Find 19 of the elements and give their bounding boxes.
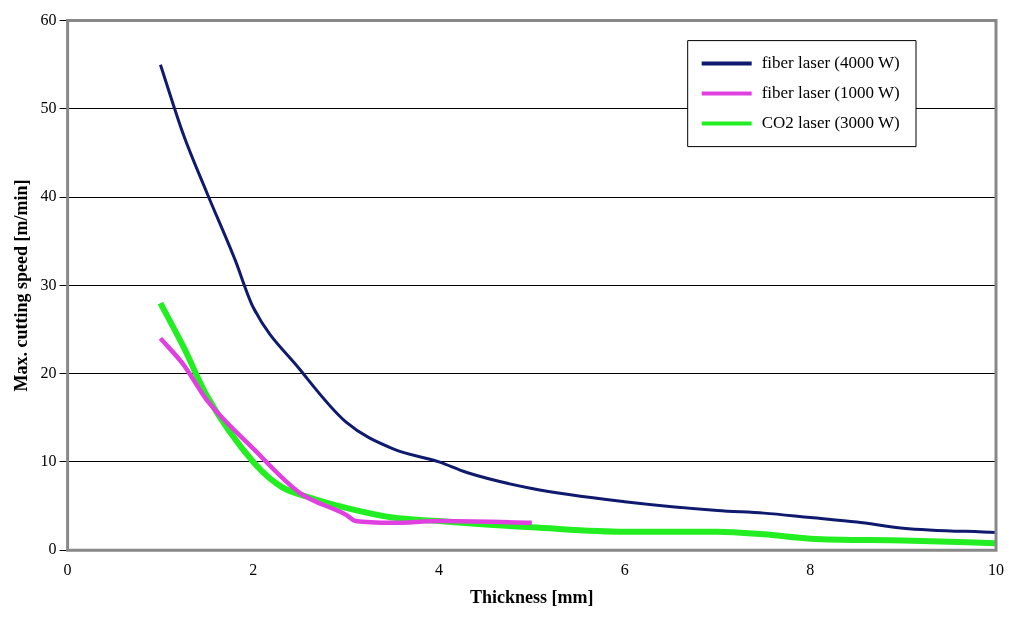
y-tick-label: 40 (40, 187, 57, 205)
x-tick-label: 10 (988, 561, 1004, 578)
legend-label: fiber laser (1000 W) (761, 83, 900, 103)
y-tick-label: 10 (40, 452, 57, 470)
x-tick-label: 0 (63, 561, 72, 578)
y-tick-label: 30 (40, 275, 57, 293)
y-tick-label: 0 (48, 540, 57, 558)
y-tick-label: 60 (40, 10, 57, 28)
x-tick-label: 6 (620, 561, 629, 578)
line-series (158, 336, 535, 526)
x-tick-label: 8 (806, 561, 815, 578)
x-tick-label: 2 (249, 561, 258, 578)
x-tick-label: 4 (434, 561, 443, 578)
y-tick-label: 20 (40, 363, 57, 381)
legend-label: CO2 laser (3000 W) (761, 113, 900, 133)
y-axis-title: Max. cutting speed [m/min] (11, 179, 32, 392)
x-axis-title: Thickness [mm] (470, 586, 594, 607)
legend-label: fiber laser (4000 W) (761, 53, 900, 73)
y-tick-label: 50 (40, 99, 57, 117)
